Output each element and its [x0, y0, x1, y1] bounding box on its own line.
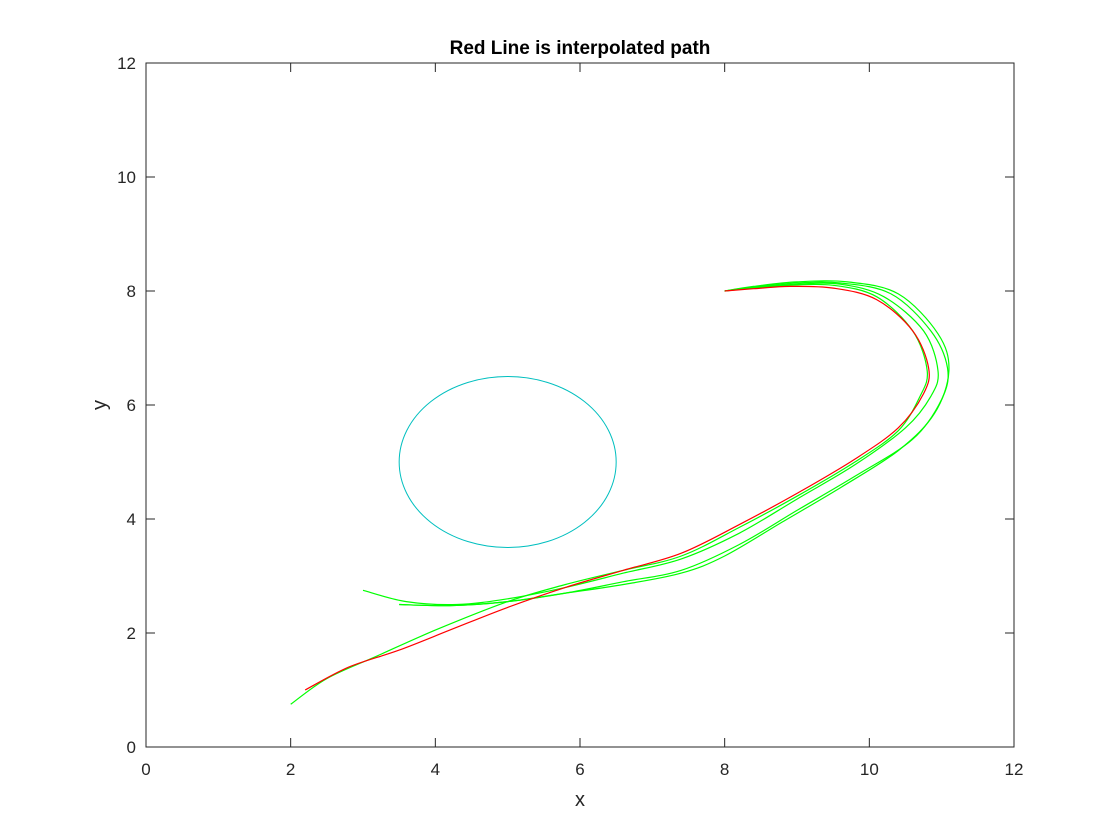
candidate-path-line-4 — [399, 280, 950, 607]
x-tick-label: 8 — [720, 760, 729, 779]
y-axis-label: y — [89, 400, 111, 410]
chart-title: Red Line is interpolated path — [450, 38, 711, 59]
x-tick-label: 12 — [1005, 760, 1024, 779]
y-tick-label: 12 — [117, 54, 136, 73]
x-axis-label: x — [575, 789, 585, 811]
y-tick-label: 2 — [127, 624, 136, 643]
x-tick-label: 0 — [141, 760, 150, 779]
plot-background — [146, 63, 1014, 747]
x-tick-label: 4 — [431, 760, 440, 779]
data-marks — [290, 280, 950, 705]
obstacle-circle — [398, 376, 617, 548]
x-tick-label: 6 — [575, 760, 584, 779]
y-tick-label: 8 — [127, 282, 136, 301]
y-tick-label: 6 — [127, 396, 136, 415]
y-tick-label: 0 — [127, 738, 136, 757]
plot-frame — [145, 62, 1015, 748]
y-tick-label: 4 — [127, 510, 136, 529]
interpolated-path-line — [304, 285, 930, 691]
candidate-path-line-2 — [362, 282, 939, 606]
x-tick-label: 2 — [286, 760, 295, 779]
x-tick-label: 10 — [860, 760, 879, 779]
candidate-path-line-1 — [290, 283, 929, 705]
y-tick-label: 10 — [117, 168, 136, 187]
